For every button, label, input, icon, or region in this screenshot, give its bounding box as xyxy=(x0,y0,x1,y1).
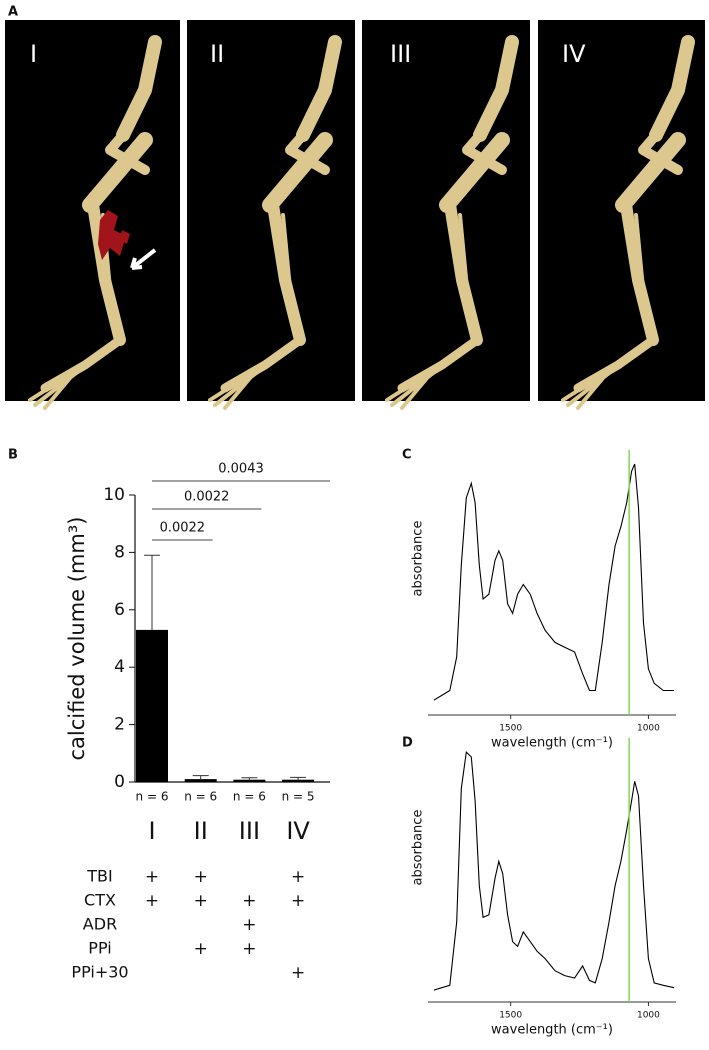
panel-label: C xyxy=(402,448,412,463)
ct-image: IV xyxy=(538,20,705,408)
treatment-mark: + xyxy=(242,891,256,911)
error-bar xyxy=(241,777,258,780)
treatment-mark: + xyxy=(194,891,208,911)
spectrum-line xyxy=(433,750,675,991)
category-label: IV xyxy=(286,817,310,845)
treatment-label: PPi+30 xyxy=(71,963,128,982)
x-tick-label: 1500 xyxy=(499,1011,522,1021)
treatment-mark: + xyxy=(291,867,305,887)
x-tick-label: 1000 xyxy=(637,1011,660,1021)
image-label: II xyxy=(210,40,224,68)
p-value: 0.0022 xyxy=(184,490,230,505)
image-label: IV xyxy=(562,40,586,68)
p-value: 0.0022 xyxy=(160,521,206,536)
ct-image: I xyxy=(5,20,180,408)
treatment-label: ADR xyxy=(83,915,117,934)
panel-label: B xyxy=(8,448,18,463)
category-label: I xyxy=(148,817,155,845)
x-tick-label: 1000 xyxy=(637,724,660,734)
bar xyxy=(184,779,217,782)
treatment-mark: + xyxy=(145,891,159,911)
x-axis-title: wavelength (cm⁻¹) xyxy=(491,1023,613,1038)
y-tick-label: 0 xyxy=(114,772,125,792)
y-tick-label: 6 xyxy=(114,600,125,620)
n-label: n = 6 xyxy=(233,790,266,804)
ct-image: II xyxy=(187,20,355,408)
y-axis-title: calcified volume (mm³) xyxy=(65,517,89,761)
n-label: n = 6 xyxy=(136,790,169,804)
treatment-mark: + xyxy=(242,939,256,959)
treatment-label: CTX xyxy=(84,891,116,910)
y-tick-label: 4 xyxy=(114,657,125,677)
category-label: III xyxy=(239,817,260,845)
error-bar xyxy=(192,775,209,780)
panel-label: A xyxy=(8,5,18,20)
image-label: III xyxy=(390,40,411,68)
treatment-mark: + xyxy=(291,963,305,983)
y-axis-title: absorbance xyxy=(411,521,426,597)
y-tick-label: 2 xyxy=(114,715,125,735)
n-label: n = 6 xyxy=(184,790,217,804)
bar xyxy=(136,629,168,782)
x-axis-title: wavelength (cm⁻¹) xyxy=(491,736,613,751)
treatment-label: TBI xyxy=(86,867,112,886)
treatment-mark: + xyxy=(194,867,208,887)
y-axis-title: absorbance xyxy=(411,810,426,886)
image-label: I xyxy=(30,40,37,68)
treatment-mark: + xyxy=(145,867,159,887)
treatment-mark: + xyxy=(194,939,208,959)
treatment-label: PPi xyxy=(88,939,111,958)
y-tick-label: 10 xyxy=(103,485,125,505)
treatment-mark: + xyxy=(291,891,305,911)
bar xyxy=(233,779,266,782)
error-bar xyxy=(144,554,160,630)
n-label: n = 5 xyxy=(282,790,315,804)
y-tick-label: 8 xyxy=(114,542,125,562)
bar xyxy=(282,779,315,782)
spectrum-line xyxy=(433,463,675,701)
category-label: II xyxy=(194,817,208,845)
p-value: 0.0043 xyxy=(218,462,264,477)
treatment-mark: + xyxy=(242,915,256,935)
x-tick-label: 1500 xyxy=(499,724,522,734)
ct-image: III xyxy=(362,20,530,408)
panel-label: D xyxy=(402,736,413,751)
error-bar xyxy=(290,776,307,780)
